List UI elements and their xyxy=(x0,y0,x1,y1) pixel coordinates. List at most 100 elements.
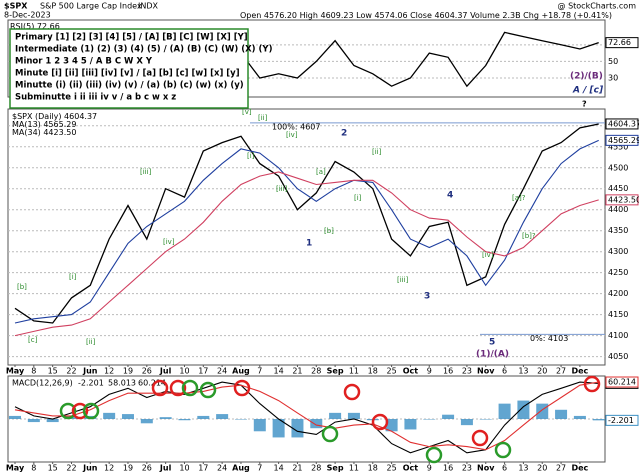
histogram-bar xyxy=(555,409,568,419)
signal-circle xyxy=(71,402,89,420)
signal-circle xyxy=(181,379,199,397)
x-tick-label: 10 xyxy=(179,464,189,473)
x-tick-label: 11 xyxy=(349,464,359,473)
x-tick-label: 12 xyxy=(104,464,114,473)
wave-label: 4 xyxy=(447,191,453,201)
histogram-bar xyxy=(442,414,455,419)
last-value-box xyxy=(605,37,639,49)
stat-value: 2.3B xyxy=(502,11,520,20)
y-tick-label: 50 xyxy=(608,57,618,66)
x-tick-label: 21 xyxy=(292,464,302,473)
legend-name: MA(34) xyxy=(12,128,41,137)
histogram-bar xyxy=(197,415,210,419)
x-tick-label: 11 xyxy=(349,367,359,376)
x-tick-label: 20 xyxy=(537,367,547,376)
x-tick-label: 20 xyxy=(537,464,547,473)
last-value-label: -2.201 xyxy=(608,416,634,425)
histogram-bar xyxy=(536,403,549,419)
wave-legend: Primary [1] [2] [3] [4] [5] / [A] [B] [C… xyxy=(9,28,273,109)
signal-circle xyxy=(199,381,217,399)
legend-name: MA(13) xyxy=(12,120,41,129)
histogram-bar xyxy=(253,419,266,432)
x-tick-label: 28 xyxy=(311,367,321,376)
wave-label: [b] xyxy=(324,227,334,235)
histogram-bar xyxy=(460,419,473,426)
series-line xyxy=(14,123,599,324)
stat-label: Volume xyxy=(470,11,500,20)
y-tick-label: 4300 xyxy=(608,247,628,256)
signal-circle xyxy=(371,413,389,431)
legend-name: $SPX (Daily) xyxy=(12,112,62,121)
wave-label: [b]? xyxy=(522,232,536,240)
stat-label: High xyxy=(300,11,318,20)
y-tick-label: 4450 xyxy=(608,184,628,193)
legend-value: -2.201 xyxy=(78,379,104,388)
histogram-bar xyxy=(103,412,116,419)
x-tick-label: 23 xyxy=(462,464,472,473)
signal-circle xyxy=(151,379,169,397)
x-tick-label: 19 xyxy=(123,367,133,376)
last-value-box xyxy=(605,376,639,388)
wave-label: [iv] xyxy=(286,131,298,139)
legend-entry: MA(34) 4423.50 xyxy=(12,128,76,137)
index-name: S&P 500 Large Cap Index xyxy=(40,2,142,11)
wave-label: [a]? xyxy=(512,194,526,202)
date: 8-Dec-2023 xyxy=(4,11,51,20)
x-tick-label: Oct xyxy=(403,464,419,473)
x-tick-label: May xyxy=(6,464,25,473)
histogram-bar xyxy=(310,419,323,429)
histogram-bar xyxy=(573,415,586,419)
source: @ StockCharts.com xyxy=(558,2,637,11)
panel xyxy=(7,19,606,98)
wave-label: [iv] xyxy=(163,238,175,246)
last-value-label: 4604.37 xyxy=(608,119,639,128)
legend-value: 60.214 xyxy=(138,379,166,388)
y-tick-label: 30 xyxy=(608,73,618,82)
wave-label: [iii] xyxy=(276,185,288,193)
wave-label: [i] xyxy=(247,152,255,160)
x-tick-label: Sep xyxy=(327,464,344,473)
y-tick-label: 4050 xyxy=(608,352,628,361)
series-line xyxy=(14,381,599,451)
x-tick-label: 19 xyxy=(123,464,133,473)
stat-value: +18.78 (+0.41%) xyxy=(541,11,612,20)
wave-label: [iii] xyxy=(397,276,409,284)
x-tick-label: Jul xyxy=(159,464,172,473)
signal-circle xyxy=(169,379,187,397)
wave-label: (2)/(B) xyxy=(570,72,603,82)
x-tick-label: 26 xyxy=(142,367,152,376)
x-tick-label: 18 xyxy=(368,464,378,473)
wave-label: [ii] xyxy=(372,148,382,156)
x-tick-label: 8 xyxy=(31,367,36,376)
x-tick-label: 25 xyxy=(387,367,397,376)
x-tick-label: 6 xyxy=(502,464,507,473)
y-tick-label: 4550 xyxy=(608,142,628,151)
x-tick-label: 22 xyxy=(66,464,76,473)
histogram-bar xyxy=(178,419,191,421)
histogram-bar xyxy=(121,414,134,419)
signal-circle xyxy=(494,441,512,459)
wave-label: (1)/(A) xyxy=(476,350,509,360)
x-tick-label: Jun xyxy=(82,464,98,473)
signal-circle xyxy=(233,379,251,397)
signal-circle xyxy=(471,429,489,447)
x-tick-label: Jul xyxy=(159,367,172,376)
stat-value: 4609.23 xyxy=(321,11,354,20)
signal-circle xyxy=(321,425,339,443)
x-tick-label: Nov xyxy=(477,367,495,376)
legend-line: Minutte (i) (ii) (iii) (iv) (v) / (a) (b… xyxy=(15,81,244,91)
stat-value: 4576.20 xyxy=(264,11,297,20)
x-tick-label: 24 xyxy=(217,464,227,473)
level-label: 100%: 4607 xyxy=(272,122,320,131)
wave-label: 1 xyxy=(306,239,312,249)
legend-value: 58.013 xyxy=(108,379,136,388)
histogram-bar xyxy=(216,414,229,419)
stats: Open 4576.20 High 4609.23 Low 4574.06 Cl… xyxy=(240,11,612,20)
histogram-bar xyxy=(140,419,153,424)
x-tick-label: 14 xyxy=(274,367,284,376)
x-tick-label: 16 xyxy=(443,464,453,473)
histogram-bar xyxy=(272,419,285,438)
y-tick-label: 4350 xyxy=(608,226,628,235)
histogram-bar xyxy=(423,419,436,420)
